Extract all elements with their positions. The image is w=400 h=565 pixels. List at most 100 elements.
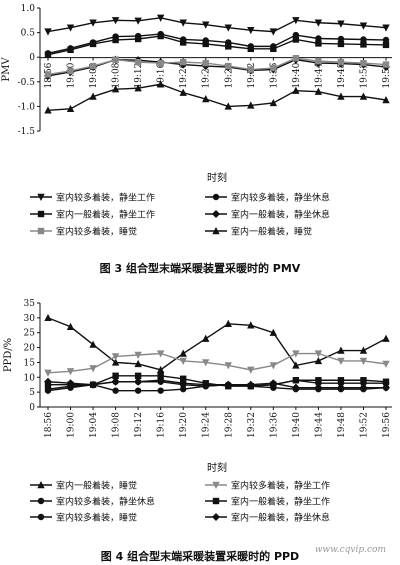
- figure3-data-point: [44, 28, 52, 36]
- figure4-data-point: [134, 377, 143, 386]
- figure4-data-point: [157, 372, 164, 379]
- figure4-y-axis-title: PPD/%: [3, 338, 14, 372]
- figure3-data-point: [66, 24, 75, 32]
- figure4-data-point: [112, 372, 119, 379]
- figure4-data-point: [359, 357, 368, 365]
- figure3-data-point: [359, 22, 368, 30]
- figure4-data-point: [157, 387, 164, 394]
- figure4-data-point: [112, 387, 119, 394]
- figure3-data-point: [315, 40, 322, 47]
- figure3-data-point: [225, 62, 232, 70]
- figure3-data-point: [247, 45, 254, 53]
- figure3-data-point: [66, 104, 75, 113]
- figure4-data-point: [247, 321, 255, 329]
- figure3-data-point: [247, 101, 255, 109]
- figure4-data-point: [292, 350, 300, 358]
- figure4-x-tick-label: 19:12: [134, 412, 144, 438]
- figure4-data-point: [44, 369, 52, 377]
- figure4-data-point: [66, 322, 75, 330]
- figure4-data-point: [269, 362, 278, 370]
- figure3-data-point: [224, 24, 232, 32]
- figure3-x-tick-label: 19:28: [224, 62, 234, 88]
- figure3-y-tick-label: 0: [29, 53, 35, 63]
- figure4-data-point: [44, 377, 52, 386]
- figure4-data-point: [179, 379, 188, 388]
- figure3-data-point: [360, 59, 367, 67]
- figure4-data-point: [180, 375, 187, 382]
- figure4-data-point: [314, 356, 323, 365]
- figure3-x-tick-label: 19:40: [292, 62, 302, 88]
- figure3-series-0: [44, 14, 390, 36]
- figure3-data-point: [156, 14, 165, 22]
- figure4-data-point: [44, 313, 52, 322]
- figure4-data-point: [224, 319, 232, 327]
- figure3-data-point: [44, 71, 52, 78]
- figure4-legend-label: 室内较多着装，静坐休息: [56, 496, 155, 508]
- figure4-data-point: [89, 380, 98, 389]
- figure4-data-point: [134, 359, 142, 368]
- figure3-data-point: [111, 17, 120, 25]
- figure3-legend-label: 室内一般着装，静坐休息: [231, 209, 330, 221]
- figure3-data-point: [180, 39, 187, 46]
- figure3-data-point: [292, 86, 300, 94]
- figure4-x-tick-label: 19:04: [89, 412, 99, 438]
- figure4-x-tick-label: 18:56: [44, 412, 54, 438]
- figure4-legend-label: 室内较多着装，静坐工作: [231, 480, 330, 492]
- figure4-x-tick-label: 19:48: [337, 412, 347, 438]
- figure3-data-point: [269, 28, 278, 36]
- figure4-data-point: [382, 334, 390, 342]
- figure3-x-tick-label: 19:08: [112, 62, 122, 88]
- figure3-x-tick-label: 19:00: [67, 62, 77, 88]
- figure3-y-axis-title: PMV: [1, 57, 12, 82]
- figure4-series-line: [47, 317, 387, 371]
- figure4-series-line: [47, 352, 387, 374]
- figure3-data-point: [360, 41, 367, 48]
- figure3-data-point: [112, 36, 119, 44]
- figure3-data-point: [337, 20, 345, 28]
- figure3-data-point: [314, 19, 323, 27]
- figure4-x-tick-label: 19:28: [224, 412, 234, 438]
- figure4-data-point: [66, 368, 75, 376]
- figure4-caption: 图 4 组合型末端采暖装置采暖时的 PPD: [100, 550, 300, 563]
- figure4-data-point: [89, 340, 97, 348]
- figure4-data-point: [202, 359, 210, 367]
- figure4-data-point: [337, 377, 345, 384]
- figure4-data-point: [111, 358, 120, 366]
- figure3-legend-marker: [212, 193, 220, 201]
- figure4-svg: 35 30 25 20 15 10 5 0 18:56 19:00 19:04 19:08 19:12 1…: [3, 299, 392, 524]
- figure3-data-point: [382, 96, 390, 104]
- figure3-data-point: [225, 43, 232, 50]
- figure4-data-point: [44, 387, 52, 394]
- figure3-data-point: [67, 46, 74, 54]
- figure4-y-tick-label: 5: [29, 388, 35, 398]
- figure4-x-tick-label: 19:56: [382, 412, 392, 438]
- figure3-data-point: [179, 19, 187, 27]
- figure3-y-tick-label: 0.5: [21, 29, 36, 39]
- figure4-data-point: [67, 384, 74, 391]
- figure4-data-point: [269, 328, 278, 336]
- figure4-y-tick-label: 20: [24, 344, 36, 354]
- figure3-x-tick-label: 19:20: [179, 62, 189, 88]
- figure3-data-point: [202, 21, 210, 29]
- figure3-series-line: [47, 17, 387, 33]
- figure3-data-point: [337, 92, 345, 100]
- figure3-series-line: [47, 35, 387, 56]
- figure4-x-tick-label: 19:32: [247, 412, 257, 438]
- figure3-data-point: [292, 17, 300, 25]
- figure4-legend-marker: [37, 481, 45, 489]
- figure4-data-point: [224, 380, 233, 389]
- figure3-data-point: [337, 40, 345, 48]
- figure4-data-point: [315, 377, 322, 384]
- figure3-data-point: [292, 36, 300, 43]
- figure3-y-tick-label: -1.5: [18, 127, 36, 137]
- figure3-data-point: [202, 95, 210, 103]
- figure3-data-point: [134, 35, 142, 43]
- figure3-data-point: [337, 58, 345, 66]
- figure4-data-point: [337, 346, 345, 354]
- figure3-data-point: [359, 92, 368, 100]
- figure4-data-point: [314, 350, 323, 358]
- figure3-data-point: [247, 66, 254, 73]
- figure3-data-point: [180, 58, 187, 66]
- figure3-data-point: [44, 106, 52, 114]
